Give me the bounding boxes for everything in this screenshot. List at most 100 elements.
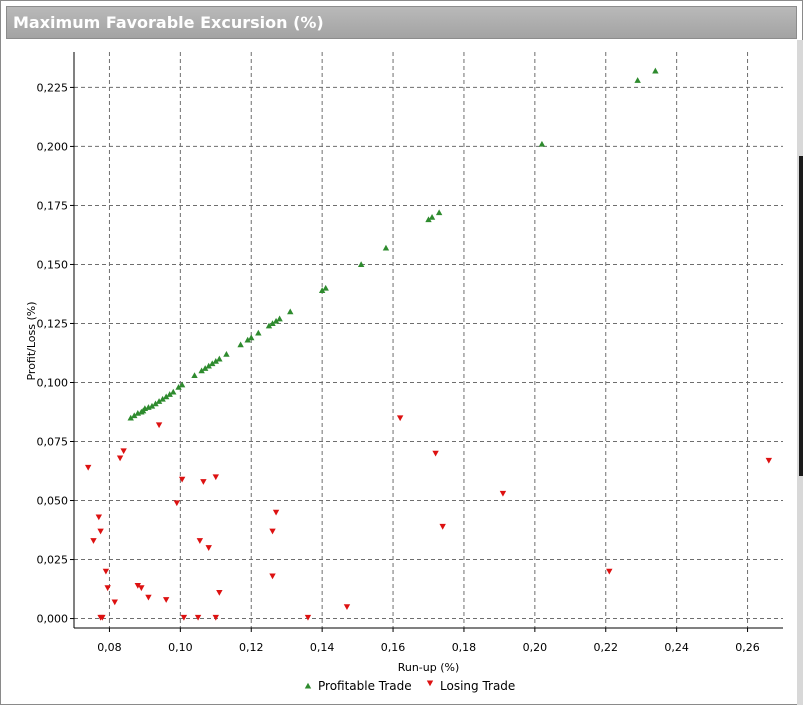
losing-trade-point (155, 422, 163, 429)
losing-trade-point (205, 545, 212, 551)
y-tick-label: 0,000 (37, 613, 69, 626)
x-axis-ticks: 0,08 0,10 0,12 0,14 0,16 0,18 0,20 0,22 0,24 0,26 (97, 628, 760, 654)
profitable-trade-point (170, 388, 177, 395)
losing-trade-point (304, 614, 312, 621)
window-edge-shadow (799, 156, 803, 476)
x-tick-label: 0,18 (452, 641, 477, 654)
profitable-trade-point (131, 412, 138, 419)
y-tick-label: 0,025 (37, 554, 69, 567)
losing-trade-point (173, 500, 181, 507)
profitable-trade-point (255, 329, 262, 336)
x-tick-label: 0,10 (168, 641, 193, 654)
profitable-trade-point (652, 67, 659, 74)
losing-trade-point (116, 455, 124, 462)
profitable-trade-point (198, 367, 205, 374)
profitable-trade-point (178, 381, 186, 388)
losing-trade-point (396, 415, 404, 422)
profitable-trade-point (175, 384, 182, 390)
profitable-trade-point (248, 334, 255, 341)
legend-loss-label: Losing Trade (440, 679, 515, 693)
losing-trade-point (196, 538, 204, 544)
title-bar: Maximum Favorable Excursion (%) (6, 6, 797, 39)
losing-trade-point (499, 490, 507, 497)
x-tick-label: 0,14 (310, 641, 335, 654)
profitable-trade-point (357, 261, 365, 268)
profitable-trade-point (166, 391, 173, 397)
y-axis-ticks: 0,000 0,025 0,050 0,075 0,100 0,125 0,150 0,175… (37, 81, 74, 626)
losing-trade-point (343, 604, 351, 610)
legend-item-profitable: Profitable Trade (304, 679, 412, 693)
profitable-trade-point (212, 358, 219, 364)
losing-trade-point (134, 582, 142, 589)
profitable-trade-point (216, 355, 223, 362)
losing-trade-point (212, 474, 219, 481)
profitable-trade-point (318, 287, 326, 293)
axes (73, 52, 783, 629)
profitable-trade-point (276, 315, 283, 322)
profitable-trade-point (538, 140, 546, 147)
profitable-trade-point (159, 395, 166, 402)
losing-trade-point (200, 479, 207, 485)
losing-trade-point (111, 599, 118, 606)
window-edge (797, 40, 803, 705)
profitable-trade-point (191, 372, 198, 378)
losing-trade-point (439, 523, 446, 530)
losing-trade-point (99, 614, 106, 621)
profitable-trade-point (287, 308, 294, 315)
losing-trade-point (606, 568, 613, 575)
losing-trade-point (102, 568, 110, 575)
y-axis-label: Profit/Loss (%) (25, 301, 38, 380)
x-tick-label: 0,20 (523, 641, 548, 654)
profitable-trade-point (237, 341, 244, 348)
losing-trade-point (180, 614, 188, 621)
legend-profit-marker (304, 682, 312, 689)
losing-trade-point (138, 585, 145, 592)
profitable-trade-point (155, 398, 163, 404)
y-tick-label: 0,175 (37, 199, 69, 212)
data-points (84, 67, 773, 621)
losing-trade-point (272, 509, 280, 516)
losing-trade-point (95, 514, 103, 521)
legend-loss-marker (426, 680, 434, 687)
profitable-trade-point (127, 414, 134, 421)
y-tick-label: 0,075 (37, 436, 69, 449)
losing-trade-point (432, 450, 439, 457)
profitable-trade-point (209, 360, 216, 367)
profitable-trade-point (435, 209, 443, 216)
y-tick-label: 0,150 (37, 258, 69, 271)
legend-item-losing: Losing Trade (426, 679, 515, 693)
losing-trade-point (97, 528, 104, 535)
y-tick-label: 0,200 (37, 140, 69, 153)
profitable-trade-point (201, 365, 209, 371)
profitable-trade-point (272, 317, 280, 324)
losing-trade-point (120, 448, 127, 455)
losing-trade-point (765, 457, 773, 464)
profitable-trade-point (428, 214, 436, 220)
y-tick-label: 0,225 (37, 81, 69, 94)
y-tick-label: 0,050 (37, 495, 69, 508)
x-tick-label: 0,08 (97, 641, 122, 654)
x-tick-label: 0,12 (239, 641, 264, 654)
profitable-trade-point (205, 362, 212, 369)
losing-trade-point (216, 590, 223, 596)
profitable-trade-point (148, 402, 156, 409)
legend-profit-label: Profitable Trade (318, 679, 412, 693)
legend: Profitable Trade Losing Trade (304, 679, 515, 693)
losing-trade-point (84, 464, 92, 471)
x-tick-label: 0,24 (664, 641, 689, 654)
profitable-trade-point (265, 322, 273, 329)
profitable-trade-point (425, 216, 432, 223)
profitable-trade-point (162, 393, 170, 400)
losing-trade-point (212, 614, 219, 621)
x-tick-label: 0,26 (735, 641, 760, 654)
y-tick-label: 0,125 (37, 317, 69, 330)
profitable-trade-point (634, 77, 641, 83)
profitable-trade-point (322, 284, 329, 291)
profitable-trade-point (382, 244, 390, 251)
losing-trade-point (269, 528, 276, 535)
losing-trade-point (162, 597, 170, 603)
profitable-trade-point (223, 350, 230, 357)
y-tick-label: 0,100 (37, 376, 69, 389)
